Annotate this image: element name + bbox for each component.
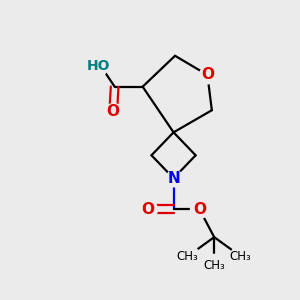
Text: N: N [167, 171, 180, 186]
Text: HO: HO [87, 59, 110, 73]
Text: CH₃: CH₃ [230, 250, 252, 263]
Text: O: O [193, 202, 206, 217]
Text: CH₃: CH₃ [177, 250, 199, 263]
Text: O: O [201, 68, 214, 82]
Text: CH₃: CH₃ [203, 259, 225, 272]
Text: O: O [107, 104, 120, 119]
Text: O: O [141, 202, 154, 217]
